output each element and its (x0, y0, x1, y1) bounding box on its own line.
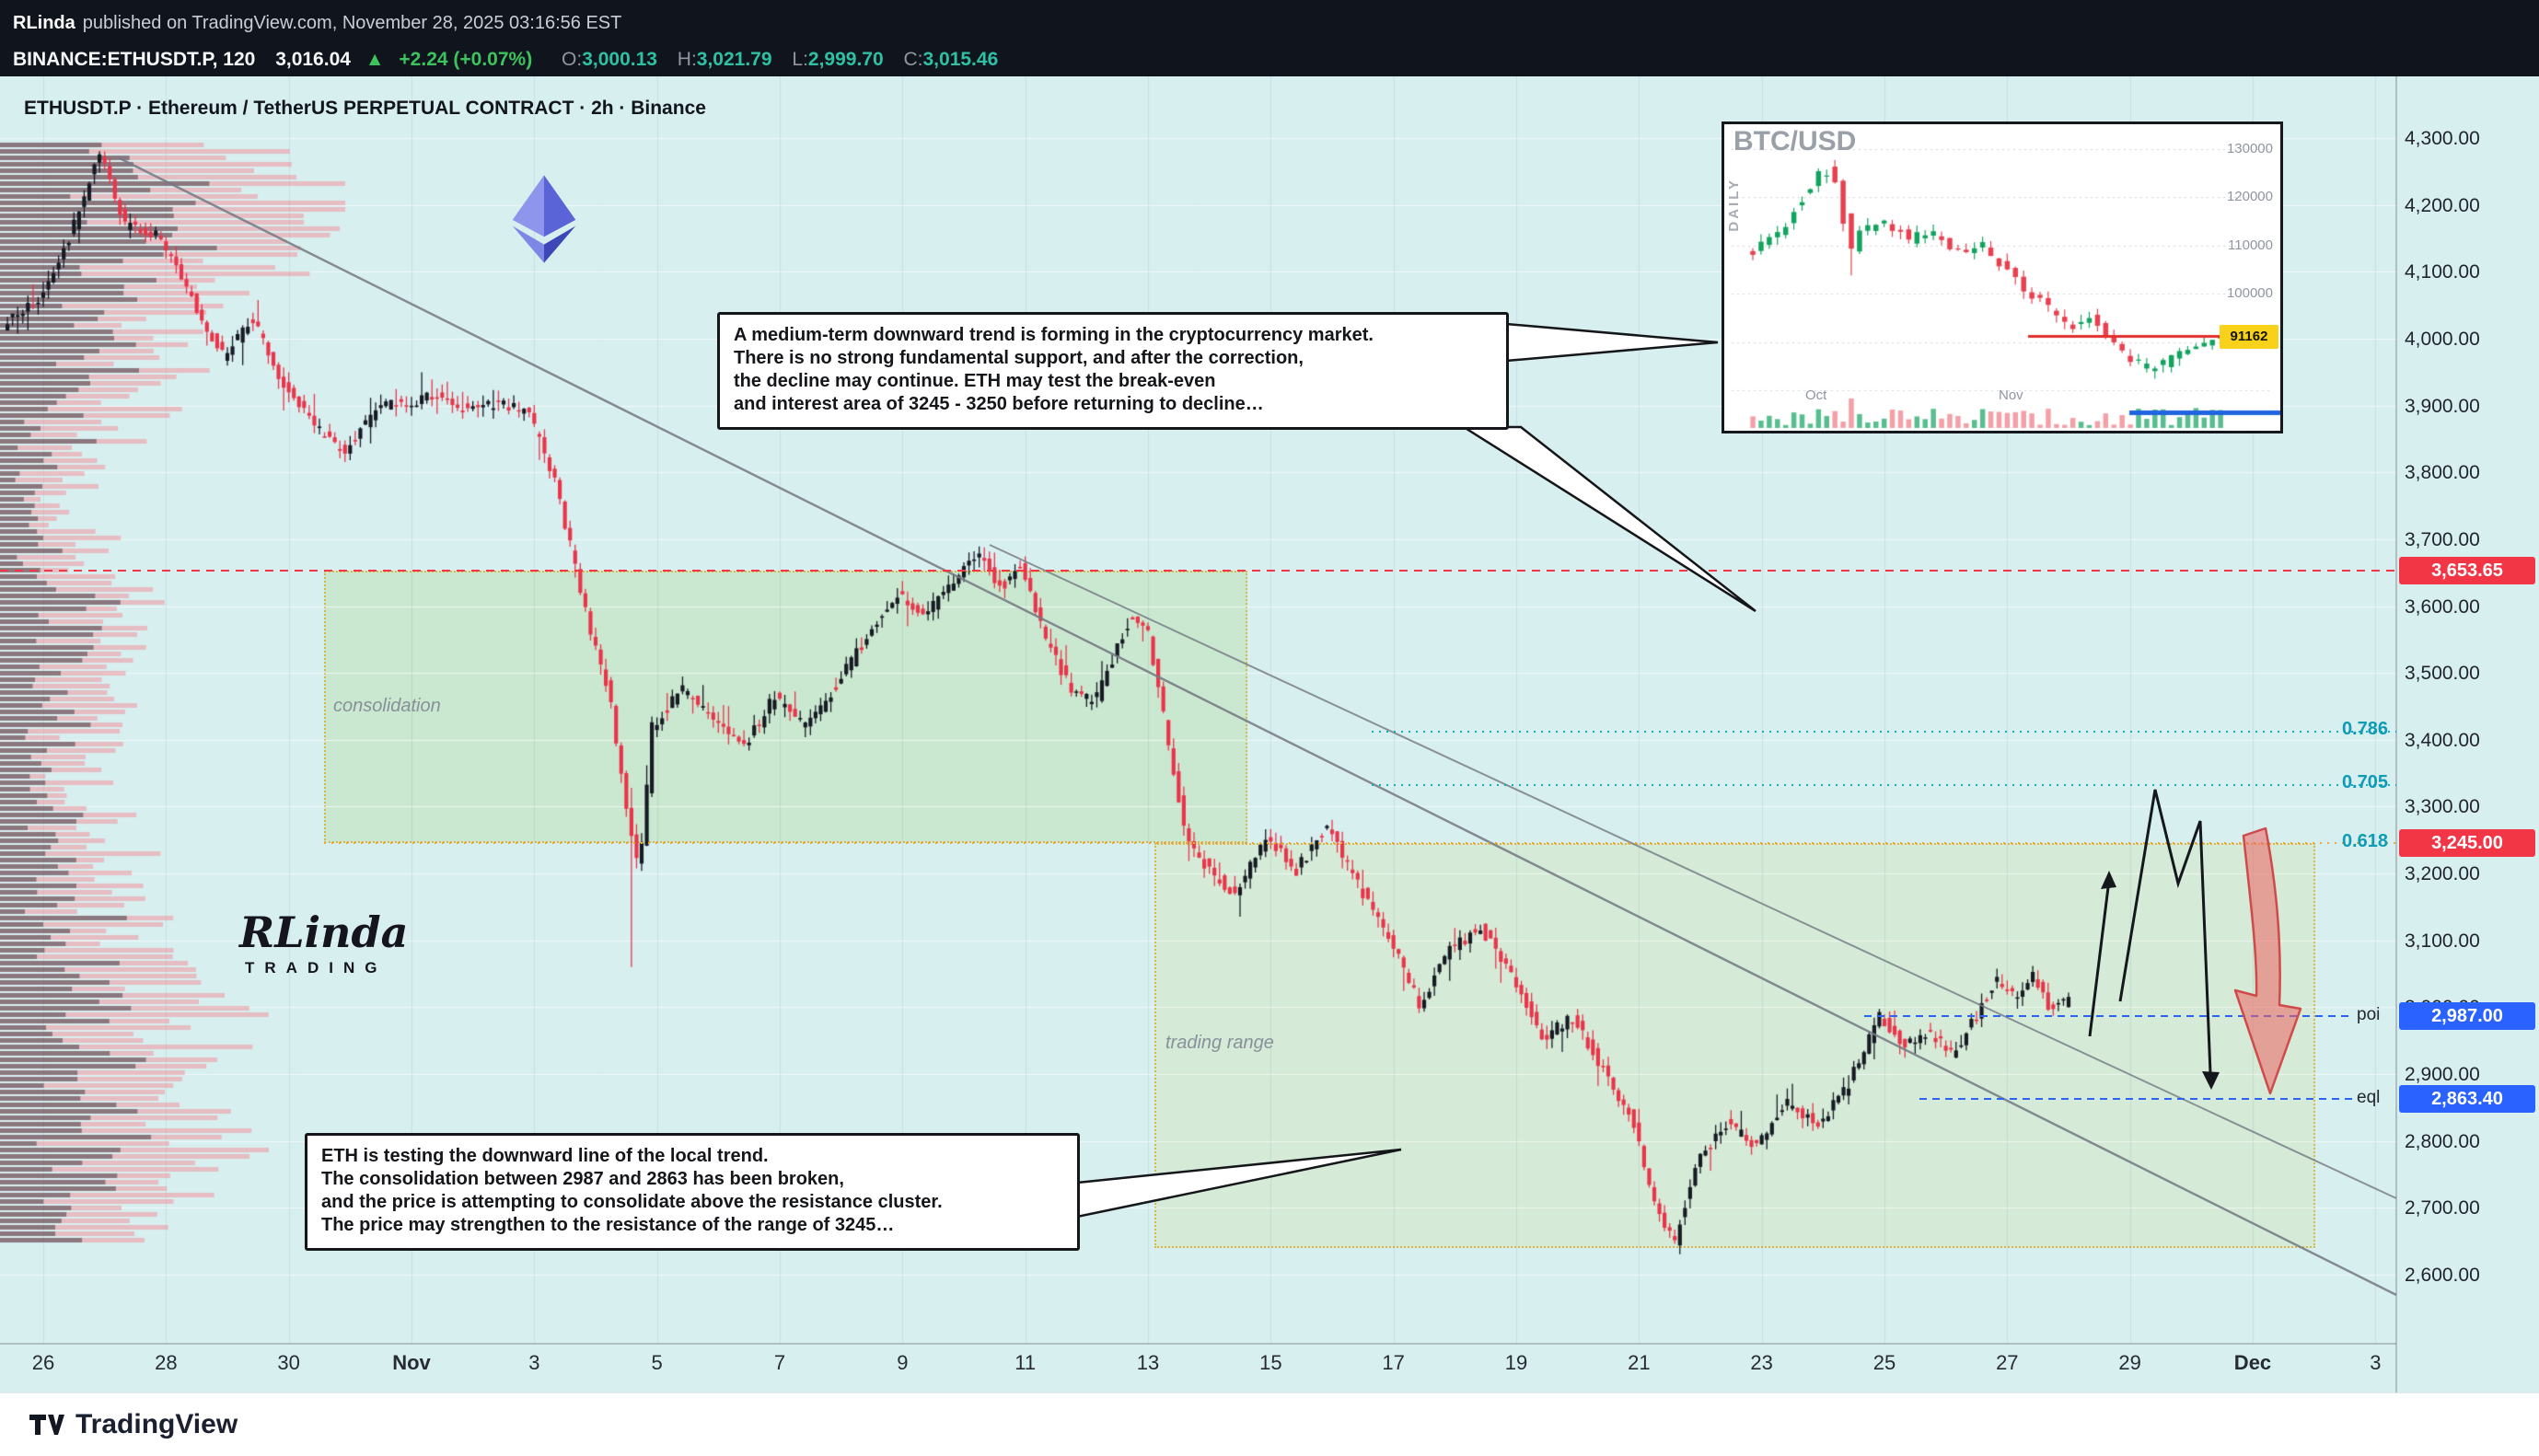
open-label: O: (562, 49, 583, 70)
time-axis-label: 25 (1872, 1351, 1896, 1374)
price-axis-label: 4,100.00 (2405, 261, 2480, 283)
low-label: L: (792, 49, 808, 70)
btc-price-axis-label: 130000 (2226, 140, 2273, 156)
tradingview-logo-link[interactable]: TradingView (28, 1407, 238, 1442)
price-axis-label: 2,900.00 (2405, 1064, 2480, 1086)
consolidation-label: consolidation (333, 696, 441, 716)
price-axis-label: 4,300.00 (2405, 128, 2480, 149)
symbol-name[interactable]: BINANCE:ETHUSDT.P, 120 (13, 49, 256, 70)
fib-label-0705: 0.705 (2341, 772, 2388, 792)
time-axis-label: 13 (1136, 1351, 1160, 1374)
price-axis-label: 2,800.00 (2405, 1130, 2480, 1152)
publish-bar: RLinda published on TradingView.com, Nove… (0, 0, 2539, 44)
annotation-line: The price may strengthen to the resistan… (321, 1215, 895, 1235)
trading-range-label: trading range (1165, 1033, 1274, 1053)
btc-current-price-badge: 91162 (2220, 325, 2278, 349)
btc-axis-oct: Oct (1805, 387, 1827, 403)
price-axis-label: 2,600.00 (2405, 1264, 2480, 1286)
watermark: RLinda TRADING (239, 907, 408, 977)
time-axis[interactable]: 26 28 30 Nov 3 5 7 9 11 13 15 17 19 21 23 25 27 29 Dec 3 (0, 1344, 2396, 1392)
time-axis-label: 26 (31, 1351, 55, 1374)
time-axis-label: 15 (1259, 1351, 1282, 1374)
btc-axis-nov: Nov (1999, 387, 2023, 403)
btc-inset-timeframe: DAILY (1726, 178, 1742, 232)
eql-tag: eql (2357, 1088, 2381, 1107)
up-arrow-icon: ▲ (365, 49, 385, 70)
time-axis-label: 23 (1750, 1351, 1773, 1374)
btc-price-axis-label: 120000 (2226, 189, 2273, 205)
annotation-line: A medium-term downward trend is forming … (734, 325, 1374, 345)
price-axis-label: 3,300.00 (2405, 796, 2480, 818)
time-axis-label: 11 (1014, 1351, 1037, 1374)
time-axis-label: 3 (2370, 1351, 2382, 1374)
price-axis-label: 4,000.00 (2405, 328, 2480, 350)
annotation-bottom[interactable]: ETH is testing the downward line of the … (305, 1133, 1080, 1251)
price-axis-label: 3,400.00 (2405, 729, 2480, 751)
price-axis-label: 3,900.00 (2405, 395, 2480, 417)
high-label: H: (677, 49, 697, 70)
tradingview-logo-icon (29, 1415, 64, 1435)
annotation-top[interactable]: A medium-term downward trend is forming … (717, 312, 1509, 430)
price-badge-3653: 3,653.65 (2399, 557, 2535, 584)
time-axis-label: 21 (1628, 1351, 1651, 1374)
time-axis-label: 19 (1504, 1351, 1528, 1374)
tradingview-brand: TradingView (75, 1409, 238, 1439)
last-price: 3,016.04 (275, 49, 351, 70)
publish-info: published on TradingView.com, November 2… (82, 13, 622, 33)
annotation-line: There is no strong fundamental support, … (734, 348, 1304, 368)
annotation-line: and interest area of 3245 - 3250 before … (734, 394, 1264, 414)
price-badge-3245: 3,245.00 (2399, 829, 2535, 857)
symbol-bar: BINANCE:ETHUSDT.P, 120 3,016.04 ▲ +2.24 … (0, 44, 2539, 76)
watermark-sub: TRADING (245, 959, 388, 976)
time-axis-label: 9 (897, 1351, 909, 1374)
annotation-line: ETH is testing the downward line of the … (321, 1146, 769, 1166)
price-axis-label: 3,100.00 (2405, 930, 2480, 952)
price-axis-label: 3,500.00 (2405, 663, 2480, 685)
time-axis-label: 5 (651, 1351, 663, 1374)
price-change: +2.24 (+0.07%) (399, 49, 533, 70)
btc-price-axis-label: 110000 (2228, 237, 2273, 253)
time-axis-label: 17 (1382, 1351, 1405, 1374)
time-axis-label: 29 (2118, 1351, 2141, 1374)
btc-inset-chart[interactable]: BTC/USD DAILY 130000 120000 110000 100000 9… (1722, 121, 2283, 433)
time-axis-label: 3 (528, 1351, 540, 1374)
low-value: 2,999.70 (807, 49, 884, 70)
annotation-line: and the price is attempting to consolida… (321, 1192, 943, 1212)
price-axis-label: 4,200.00 (2405, 194, 2480, 216)
price-badge-2987: 2,987.00 (2399, 1002, 2535, 1030)
publisher-name: RLinda (13, 13, 75, 33)
time-axis-label: Dec (2233, 1351, 2272, 1374)
footer-bar: TradingView (0, 1392, 2539, 1456)
price-axis[interactable]: 4,300.00 4,200.00 4,100.00 4,000.00 3,900.00… (2396, 76, 2539, 1344)
time-axis-label: 27 (1996, 1351, 2019, 1374)
high-value: 3,021.79 (696, 49, 772, 70)
ethereum-logo-icon (512, 175, 576, 263)
fib-label-0786: 0.786 (2341, 719, 2388, 739)
price-badge-2863: 2,863.40 (2399, 1085, 2535, 1113)
annotation-line: the decline may continue. ETH may test t… (734, 371, 1216, 391)
time-axis-label: 7 (773, 1351, 786, 1374)
time-axis-label: 28 (155, 1351, 178, 1374)
time-axis-label: 30 (277, 1351, 300, 1374)
price-axis-label: 2,700.00 (2405, 1197, 2480, 1219)
close-label: C: (903, 49, 923, 70)
price-axis-label: 3,700.00 (2405, 528, 2480, 550)
price-axis-label: 3,600.00 (2405, 595, 2480, 618)
time-axis-label: Nov (392, 1351, 431, 1374)
chart-title: ETHUSDT.P · Ethereum / TetherUS PERPETUA… (24, 98, 706, 119)
open-value: 3,000.13 (582, 49, 657, 70)
price-axis-label: 3,800.00 (2405, 462, 2480, 484)
btc-inset-title: BTC/USD (1733, 126, 1857, 156)
close-value: 3,015.46 (922, 49, 999, 70)
btc-inset-canvas (1724, 124, 2280, 431)
poi-tag: poi (2357, 1005, 2381, 1024)
watermark-name: RLinda (239, 907, 409, 957)
annotation-line: The consolidation between 2987 and 2863 … (321, 1169, 844, 1189)
btc-price-axis-label: 100000 (2226, 285, 2273, 302)
fib-label-0618: 0.618 (2341, 831, 2388, 851)
price-axis-label: 3,200.00 (2405, 863, 2480, 885)
